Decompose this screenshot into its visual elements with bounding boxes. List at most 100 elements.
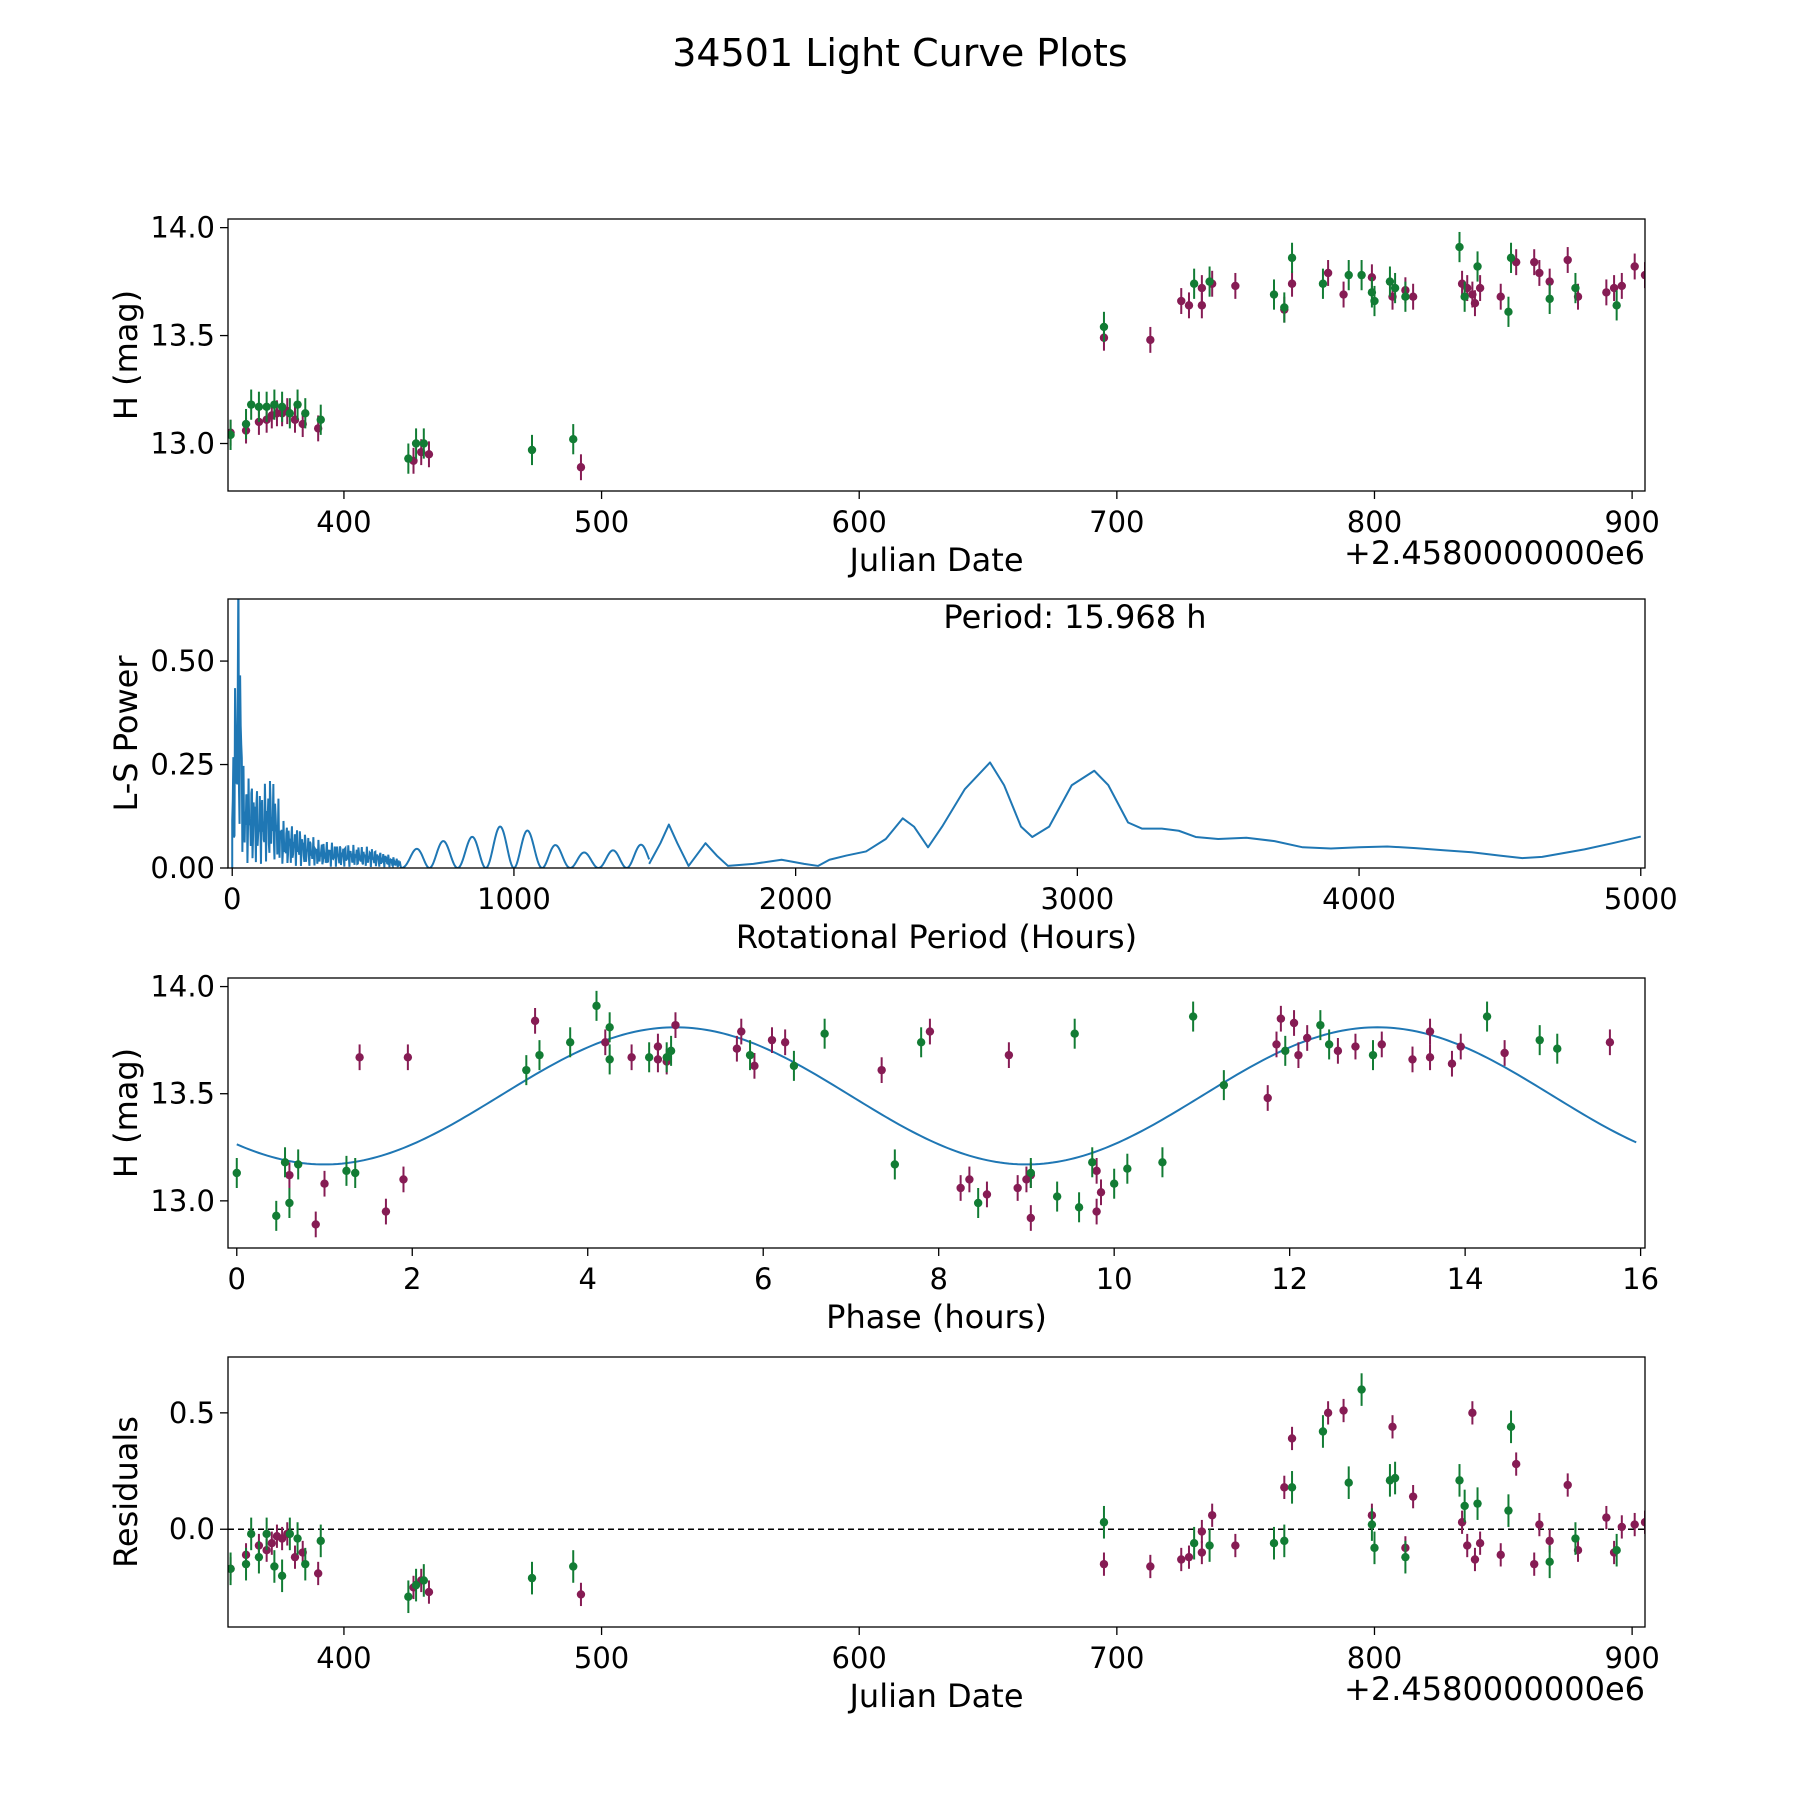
data-point bbox=[424, 1587, 434, 1597]
data-point bbox=[241, 1559, 251, 1569]
data-point bbox=[1351, 1042, 1360, 1051]
data-point bbox=[1207, 1511, 1217, 1520]
data-point bbox=[1146, 335, 1155, 345]
data-point bbox=[1205, 1541, 1214, 1550]
periodogram-ylabel: L-S Power bbox=[107, 655, 145, 812]
data-point bbox=[1263, 1093, 1272, 1103]
residuals-xtick-label: 700 bbox=[1089, 1641, 1144, 1675]
data-point bbox=[1205, 277, 1214, 286]
phased-axes-frame bbox=[227, 977, 1646, 1249]
data-point bbox=[1280, 1536, 1289, 1546]
data-point bbox=[351, 1168, 360, 1178]
lightcurve-xtick-label: 400 bbox=[316, 505, 371, 539]
data-point bbox=[576, 463, 586, 472]
data-point bbox=[1511, 1459, 1521, 1469]
data-point bbox=[1294, 1050, 1303, 1060]
data-point bbox=[1535, 268, 1544, 278]
residuals-xlabel: Julian Date bbox=[847, 1677, 1023, 1715]
lightcurve-xtick-label: 800 bbox=[1347, 505, 1402, 539]
data-point bbox=[1563, 1480, 1572, 1490]
data-point bbox=[1530, 257, 1539, 267]
data-point bbox=[1408, 292, 1418, 301]
data-point bbox=[1455, 242, 1464, 252]
data-point bbox=[293, 1534, 302, 1543]
data-point bbox=[1447, 1059, 1457, 1068]
data-point bbox=[1231, 1541, 1240, 1550]
phased-series-a bbox=[285, 1005, 1615, 1238]
data-point bbox=[1630, 262, 1639, 271]
lightcurve-xtick-label: 700 bbox=[1089, 505, 1144, 539]
data-point bbox=[1401, 1552, 1410, 1562]
data-point bbox=[1456, 1042, 1465, 1051]
periodogram-xtick-label: 4000 bbox=[1322, 882, 1396, 916]
data-point bbox=[1188, 1012, 1198, 1021]
data-point bbox=[262, 402, 271, 412]
residuals-xtick-label: 600 bbox=[832, 1641, 887, 1675]
data-point bbox=[1605, 1038, 1615, 1047]
data-point bbox=[1026, 1168, 1036, 1178]
data-point bbox=[1473, 262, 1482, 271]
data-point bbox=[1287, 253, 1297, 263]
data-point bbox=[789, 1061, 799, 1071]
data-point bbox=[956, 1183, 965, 1193]
periodogram-panel: 0 1000 2000 3000 4000 5000 0.00 0.25 0.50 Rotatio… bbox=[107, 598, 1678, 956]
data-point bbox=[1197, 1527, 1207, 1536]
data-point bbox=[1553, 1044, 1562, 1053]
period-annotation: Period: 15.968 h bbox=[943, 598, 1206, 636]
data-point bbox=[280, 1158, 290, 1167]
data-point bbox=[1184, 1552, 1194, 1562]
phased-xtick-label: 6 bbox=[754, 1262, 772, 1296]
phased-panel: 0 2 4 6 8 10 12 14 16 13.0 13.5 14.0 Phase (hours) H … bbox=[107, 970, 1659, 1336]
data-point bbox=[601, 1038, 610, 1047]
data-point bbox=[1146, 1562, 1155, 1571]
lightcurve-series-a bbox=[228, 247, 1645, 481]
data-point bbox=[732, 1044, 742, 1053]
data-point bbox=[1013, 1183, 1022, 1193]
data-point bbox=[1333, 1046, 1343, 1056]
data-point bbox=[569, 1562, 578, 1571]
data-point bbox=[1390, 283, 1400, 293]
data-point bbox=[1385, 277, 1395, 286]
data-point bbox=[1617, 281, 1627, 291]
data-point bbox=[1316, 1020, 1325, 1030]
periodogram-axes-frame bbox=[227, 598, 1646, 869]
lightcurve-xtick-label: 600 bbox=[832, 505, 887, 539]
data-point bbox=[1506, 1422, 1516, 1432]
data-point bbox=[403, 1053, 413, 1062]
data-point bbox=[228, 430, 235, 440]
periodogram-xlabel: Rotational Period (Hours) bbox=[736, 918, 1137, 956]
data-point bbox=[1612, 301, 1621, 310]
data-point bbox=[1099, 322, 1109, 332]
periodogram-xtick-label: 2000 bbox=[759, 882, 833, 916]
data-point bbox=[592, 1001, 601, 1011]
phased-series-b bbox=[232, 990, 1562, 1231]
phased-xlabel: Phase (hours) bbox=[826, 1298, 1047, 1336]
data-point bbox=[1640, 1518, 1645, 1527]
data-point bbox=[1004, 1050, 1014, 1060]
data-point bbox=[293, 400, 302, 409]
phased-ytick-label: 13.0 bbox=[150, 1184, 215, 1218]
data-point bbox=[1504, 1506, 1513, 1515]
lightcurve-panel: 400 500 600 700 800 900 13.0 13.5 14.0 Julian Dat… bbox=[107, 211, 1660, 579]
data-point bbox=[1425, 1053, 1435, 1062]
data-point bbox=[1074, 1203, 1084, 1212]
residuals-series-a bbox=[228, 1398, 1645, 1607]
data-point bbox=[1455, 1476, 1464, 1485]
data-point bbox=[1324, 1040, 1334, 1049]
data-point bbox=[666, 1046, 676, 1056]
data-point bbox=[419, 1576, 429, 1585]
residuals-panel: 400 500 600 700 800 900 0.0 0.5 Julian Date Resid… bbox=[107, 1356, 1660, 1715]
data-point bbox=[342, 1166, 351, 1176]
data-point bbox=[1323, 268, 1333, 278]
data-point bbox=[399, 1175, 408, 1184]
data-point bbox=[1370, 1543, 1379, 1553]
data-point bbox=[1496, 292, 1505, 301]
residuals-axes-frame bbox=[227, 1356, 1646, 1628]
data-point bbox=[1571, 283, 1580, 293]
lightcurve-ytick-label: 14.0 bbox=[150, 211, 215, 245]
data-point bbox=[419, 439, 429, 448]
data-point bbox=[1197, 1548, 1207, 1557]
data-point bbox=[411, 439, 421, 448]
data-point bbox=[522, 1065, 531, 1075]
data-point bbox=[1602, 288, 1611, 297]
